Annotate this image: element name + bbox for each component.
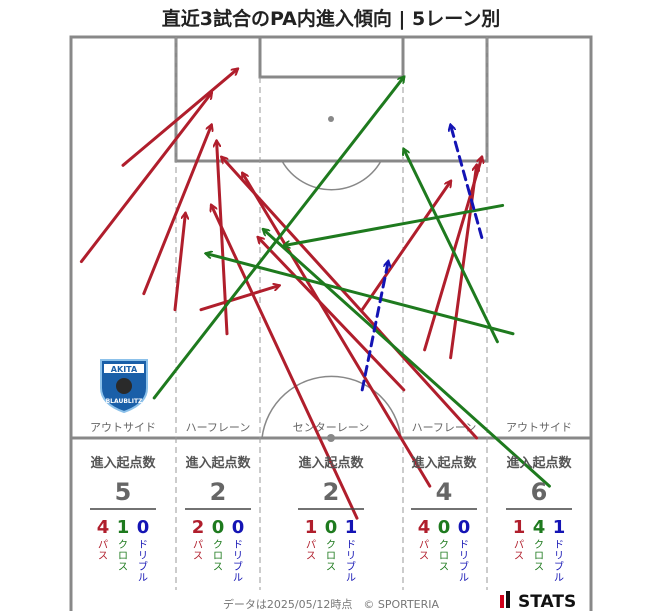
pass-count: 1 (513, 517, 526, 538)
goal-area (258, 35, 405, 79)
crest-top-text: AKITA (111, 365, 138, 374)
lane-total: 2 (323, 478, 340, 506)
logo-bar (506, 591, 510, 608)
cross-arrow (152, 77, 404, 400)
chart-title: 直近3試合のPA内進入傾向 | 5レーン別 (162, 7, 501, 30)
cross-arrow (404, 149, 499, 344)
dribble-count: 0 (232, 517, 245, 538)
type-label: クロス (534, 539, 544, 573)
penalty-arc (281, 160, 382, 191)
lane-label: ハーフレーン (412, 421, 477, 434)
type-label: ドリブル (233, 540, 243, 584)
type-label: ドリブル (554, 540, 564, 584)
club-crest: AKITA BLAUBLITZ (100, 359, 148, 414)
lane-stats: 進入起点数54パス1クロス0ドリブル進入起点数22パス0クロス0ドリブル進入起点… (90, 455, 572, 584)
lane-total: 2 (210, 478, 227, 506)
pass-arrow (142, 125, 212, 296)
logo-bar (500, 595, 504, 608)
type-label: パス (98, 539, 108, 562)
crest-banner (104, 364, 144, 373)
type-label: クロス (326, 539, 336, 573)
pass-arrow (449, 165, 477, 360)
lane-dividers (175, 37, 488, 590)
crest-emblem (116, 378, 132, 394)
crest-bottom-text: BLAUBLITZ (106, 398, 143, 405)
lane-total: 6 (531, 478, 548, 506)
cross-arrow (206, 254, 515, 336)
stats-caption: 進入起点数 (90, 455, 156, 471)
brand-text: STATS (518, 592, 576, 611)
type-label: パス (306, 539, 316, 562)
lane-labels: アウトサイド ハーフレーン センターレーン ハーフレーン アウトサイド (90, 421, 572, 434)
stats-logo: STATS (500, 591, 576, 611)
stats-caption: 進入起点数 (298, 455, 364, 471)
dribble-count: 0 (137, 517, 150, 538)
type-label: パス (193, 539, 203, 562)
cross-count: 0 (438, 517, 451, 538)
pass-arrow (360, 181, 450, 312)
cross-count: 0 (212, 517, 225, 538)
pass-arrow (121, 69, 237, 167)
pass-arrow (211, 205, 359, 520)
type-label: ドリブル (138, 540, 148, 584)
dribble-count: 1 (345, 517, 358, 538)
dribble-count: 0 (458, 517, 471, 538)
dribble-arrow (451, 125, 484, 239)
lane-label: センターレーン (293, 421, 369, 434)
footer-credit: データは2025/05/12時点 © SPORTERIA (223, 597, 440, 611)
dribble-arrow (360, 262, 388, 392)
penalty-spot (328, 116, 334, 122)
pass-count: 1 (305, 517, 318, 538)
pass-arrow (173, 213, 185, 312)
stats-caption: 進入起点数 (506, 455, 572, 471)
pass-arrow (243, 173, 432, 488)
type-label: ドリブル (459, 540, 469, 584)
center-circle (261, 375, 402, 439)
center-spot (327, 434, 335, 442)
pass-arrow (222, 157, 479, 440)
dribble-count: 1 (553, 517, 566, 538)
pass-arrow (79, 93, 211, 264)
pass-count: 2 (192, 517, 205, 538)
pass-count: 4 (418, 517, 431, 538)
lane-label: ハーフレーン (186, 421, 251, 434)
pass-arrow (199, 286, 279, 312)
stats-caption: 進入起点数 (185, 455, 251, 471)
cross-count: 1 (117, 517, 130, 538)
cross-count: 0 (325, 517, 338, 538)
lane-total: 4 (436, 478, 453, 506)
type-label: パス (419, 539, 429, 562)
type-label: ドリブル (346, 540, 356, 584)
pass-arrow (258, 238, 406, 392)
cross-count: 4 (533, 517, 546, 538)
cross-arrow (263, 229, 551, 488)
type-label: クロス (439, 539, 449, 573)
type-label: パス (514, 539, 524, 562)
type-label: クロス (118, 539, 128, 573)
pass-count: 4 (97, 517, 110, 538)
lane-label: アウトサイド (90, 421, 156, 434)
entry-arrows (79, 69, 551, 520)
penalty-area (174, 35, 489, 163)
cross-arrow (284, 203, 505, 245)
type-label: クロス (213, 539, 223, 573)
lane-total: 5 (115, 478, 132, 506)
stats-caption: 進入起点数 (411, 455, 477, 471)
lane-label: アウトサイド (506, 421, 572, 434)
